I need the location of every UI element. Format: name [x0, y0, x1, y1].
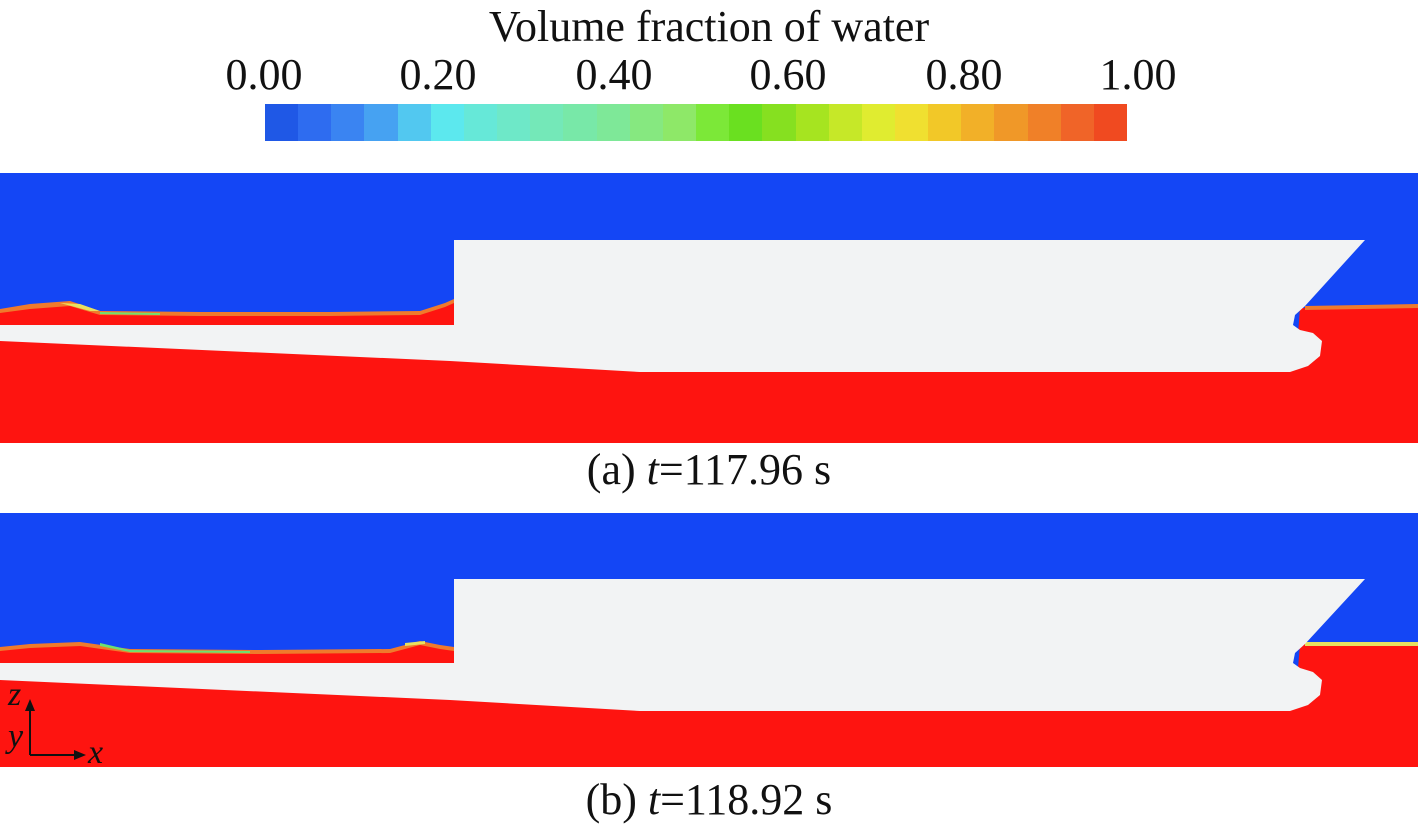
colorbar-segment: [828, 104, 862, 141]
caption-b: (b) t=118.92 s: [0, 775, 1418, 825]
legend-tick-5: 1.00: [1099, 50, 1177, 99]
colorbar-segment: [497, 104, 531, 141]
colorbar-segment: [331, 104, 365, 141]
x-axis-label: x: [87, 734, 103, 767]
y-axis-label: y: [5, 718, 24, 755]
deck-free-surface: [0, 641, 454, 654]
z-axis-arrow-icon: [25, 699, 35, 711]
deck-spray-yellow: [60, 303, 100, 311]
axes-triad: z y x: [5, 676, 103, 767]
colorbar-segment: [364, 104, 398, 141]
deck-free-surface: [0, 299, 454, 316]
legend-colorbar: [265, 104, 1128, 141]
caption-a-variable: t: [646, 445, 659, 494]
colorbar-segment: [563, 104, 597, 141]
colorbar-segment: [894, 104, 929, 141]
caption-b-variable: t: [647, 775, 661, 824]
ship-hull: [0, 240, 1365, 372]
colorbar-segment: [1027, 104, 1061, 141]
legend-title: Volume fraction of water: [488, 2, 930, 51]
colorbar-segment: [1093, 104, 1128, 141]
colorbar-segment: [928, 104, 962, 141]
caption-a: (a) t=117.96 s: [0, 445, 1418, 495]
colorbar-segment: [861, 104, 895, 141]
panel-b: z y x: [0, 497, 1418, 767]
legend-tick-1: 0.20: [399, 50, 477, 99]
caption-b-value: =118.92 s: [660, 775, 833, 824]
colorbar-segment: [729, 104, 763, 141]
free-surface-bow: [1305, 304, 1418, 310]
colorbar-segment: [596, 104, 630, 141]
colorbar-segment: [463, 104, 498, 141]
panel-b-field: z y x: [0, 513, 1418, 767]
colorbar-segment: [629, 104, 663, 141]
free-surface-bow: [1305, 642, 1418, 646]
caption-a-value: =117.96 s: [658, 445, 832, 494]
colorbar-segment: [696, 104, 730, 141]
colorbar-segment: [662, 104, 697, 141]
colorbar-segment: [265, 104, 299, 141]
caption-a-label: (a): [586, 445, 647, 494]
colorbar-segment: [961, 104, 995, 141]
legend-tick-3: 0.60: [749, 50, 827, 99]
colorbar-segment: [530, 104, 564, 141]
deck-spray-green: [100, 312, 160, 315]
deck-spray-green: [100, 643, 250, 653]
x-axis-arrow-icon: [74, 750, 86, 760]
colorbar-segment: [994, 104, 1028, 141]
colorbar-segment: [397, 104, 431, 141]
legend-tick-0: 0.00: [225, 50, 303, 99]
ship-hull: [0, 579, 1365, 711]
colorbar-segment: [430, 104, 464, 141]
deck-water-layer: [0, 301, 454, 325]
panel-a-field: [0, 173, 1418, 443]
colorbar-segment: [1060, 104, 1094, 141]
colorbar-segment: [795, 104, 829, 141]
colorbar-segment: [298, 104, 332, 141]
legend-tick-2: 0.40: [575, 50, 653, 99]
caption-b-label: (b): [585, 775, 648, 824]
legend-tick-4: 0.80: [925, 50, 1003, 99]
deck-spray-yellow: [405, 641, 425, 646]
z-axis-label: z: [7, 676, 21, 713]
panel-a: [0, 173, 1418, 443]
colorbar-segment: [762, 104, 796, 141]
